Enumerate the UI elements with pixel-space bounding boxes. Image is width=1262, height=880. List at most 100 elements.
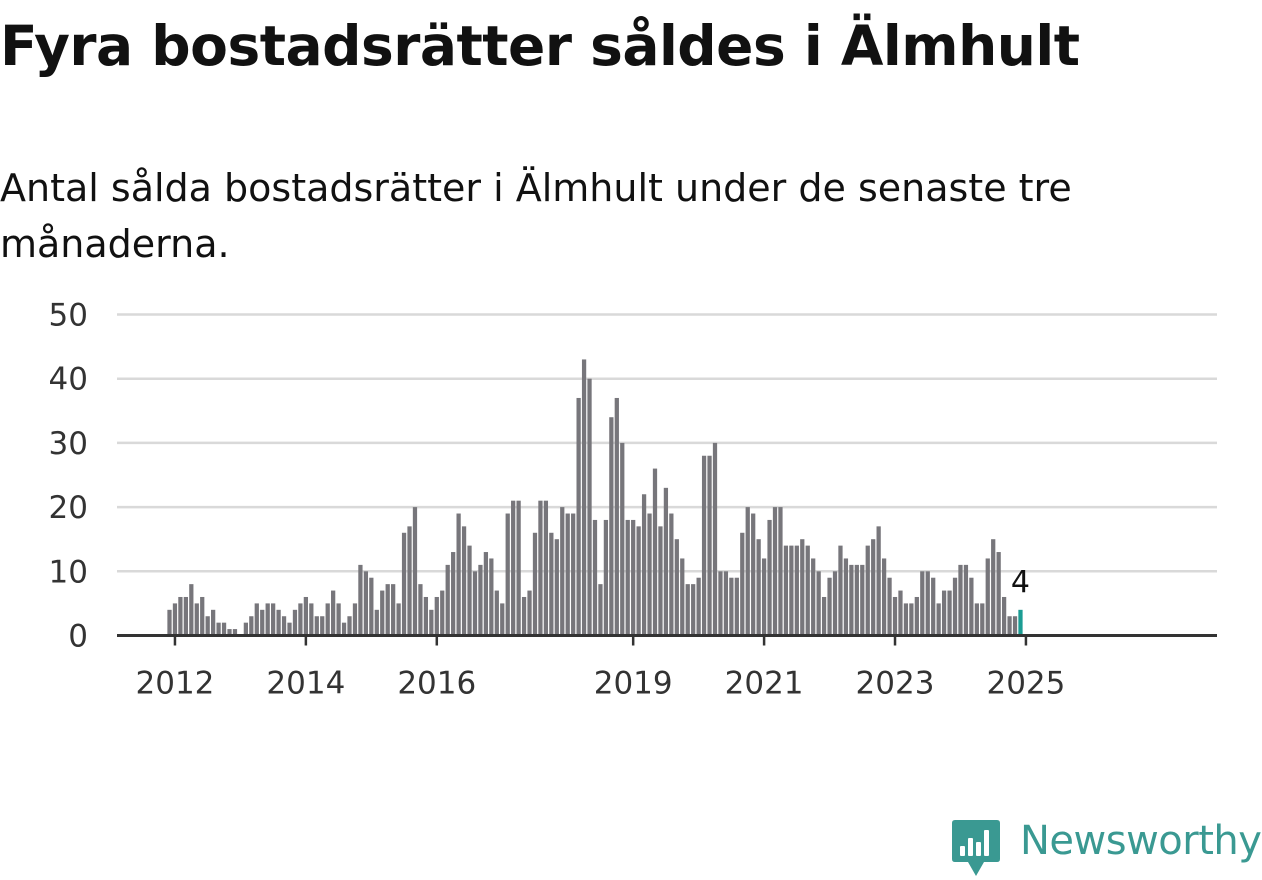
bar bbox=[876, 526, 881, 636]
bar bbox=[849, 564, 854, 636]
bar bbox=[211, 609, 216, 636]
x-tick-label: 2023 bbox=[856, 666, 935, 702]
bar bbox=[221, 622, 227, 636]
bar bbox=[756, 539, 761, 636]
bar-chart: 0 10 20 30 40 50 2012 2014 2016 2019 2021 2023 2025… bbox=[49, 298, 1217, 702]
bars bbox=[167, 359, 1023, 636]
x-tick-label: 2014 bbox=[266, 666, 345, 702]
bar bbox=[418, 584, 423, 636]
bar bbox=[549, 532, 554, 636]
bar bbox=[952, 577, 958, 636]
bar bbox=[309, 603, 314, 636]
bar bbox=[691, 584, 696, 636]
bar bbox=[412, 507, 418, 636]
bar bbox=[598, 584, 603, 636]
bar bbox=[532, 532, 538, 636]
bar bbox=[663, 487, 669, 636]
chart-subtitle: Antal sålda bostadsrätter i Älmhult unde… bbox=[0, 166, 1072, 266]
bar bbox=[260, 609, 265, 636]
bar bbox=[303, 596, 309, 636]
bar bbox=[871, 539, 876, 636]
bar bbox=[843, 558, 849, 636]
bar bbox=[396, 603, 401, 636]
bar bbox=[298, 603, 303, 636]
bar bbox=[243, 622, 248, 636]
bar bbox=[423, 596, 429, 636]
bar bbox=[494, 590, 499, 636]
bar bbox=[478, 564, 483, 636]
bar bbox=[571, 513, 576, 636]
bar bbox=[636, 526, 641, 636]
bar bbox=[881, 558, 887, 636]
bar bbox=[380, 590, 385, 636]
bar bbox=[538, 500, 543, 636]
bar bbox=[505, 513, 510, 636]
bar bbox=[336, 603, 341, 636]
bar bbox=[723, 571, 729, 636]
bar bbox=[592, 519, 598, 636]
bar bbox=[489, 558, 494, 636]
bar bbox=[658, 526, 663, 636]
bar bbox=[554, 539, 559, 636]
bar bbox=[194, 603, 199, 636]
bar bbox=[603, 519, 609, 636]
bar bbox=[614, 397, 619, 636]
bar bbox=[352, 603, 358, 636]
bar bbox=[276, 609, 281, 636]
x-tick-label: 2019 bbox=[594, 666, 673, 702]
bar bbox=[205, 616, 210, 636]
bar bbox=[183, 596, 188, 636]
x-tick-label: 2012 bbox=[136, 666, 215, 702]
y-axis-labels: 0 10 20 30 40 50 bbox=[49, 298, 88, 655]
bar bbox=[320, 616, 325, 636]
bar bbox=[445, 564, 450, 636]
bar bbox=[980, 603, 985, 636]
x-axis-ticks bbox=[173, 635, 1028, 646]
bar bbox=[974, 603, 979, 636]
bar bbox=[712, 442, 718, 636]
bar bbox=[200, 596, 205, 636]
bar bbox=[805, 545, 810, 636]
bar bbox=[429, 609, 434, 636]
bar bbox=[963, 564, 969, 636]
bar bbox=[385, 584, 390, 636]
bar bbox=[172, 603, 178, 636]
x-tick-label: 2021 bbox=[725, 666, 804, 702]
y-tick-label: 10 bbox=[49, 554, 88, 590]
bar bbox=[456, 513, 461, 636]
bar bbox=[434, 596, 439, 636]
bar bbox=[581, 359, 587, 636]
x-tick-label: 2025 bbox=[986, 666, 1065, 702]
bar bbox=[854, 564, 859, 636]
bar bbox=[991, 539, 996, 636]
bar bbox=[936, 603, 941, 636]
bar bbox=[745, 507, 750, 636]
newsworthy-logo-icon bbox=[952, 820, 1000, 876]
bar bbox=[1007, 616, 1012, 636]
x-tick-label: 2016 bbox=[397, 666, 476, 702]
bar bbox=[887, 577, 892, 636]
brand-name: Newsworthy bbox=[1020, 818, 1262, 864]
bar bbox=[903, 603, 909, 636]
bar bbox=[931, 577, 936, 636]
bar bbox=[467, 545, 472, 636]
bar bbox=[701, 455, 707, 636]
bar bbox=[832, 571, 838, 636]
bar bbox=[401, 532, 407, 636]
bar bbox=[914, 596, 919, 636]
bar bbox=[811, 558, 816, 636]
bar bbox=[838, 545, 843, 636]
bar bbox=[794, 545, 799, 636]
bar bbox=[800, 539, 805, 636]
bar bbox=[576, 397, 581, 636]
bar bbox=[718, 571, 723, 636]
bar bbox=[167, 609, 172, 636]
bar bbox=[287, 622, 292, 636]
bar bbox=[631, 519, 636, 636]
bar bbox=[472, 571, 478, 636]
bar bbox=[527, 590, 532, 636]
bar bbox=[451, 552, 456, 636]
bar bbox=[958, 564, 963, 636]
y-tick-label: 0 bbox=[68, 619, 88, 655]
newsworthy-logo[interactable]: Newsworthy bbox=[950, 818, 1262, 880]
